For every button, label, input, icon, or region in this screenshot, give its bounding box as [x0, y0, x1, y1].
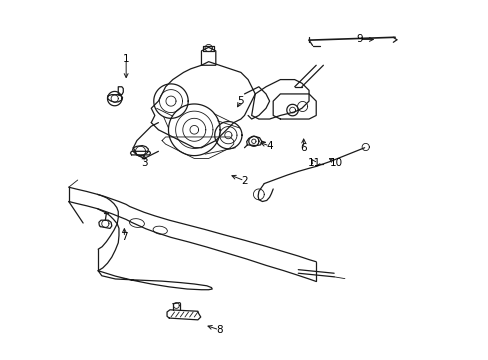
Text: 2: 2	[241, 176, 247, 186]
Text: 11: 11	[307, 158, 320, 168]
Text: 7: 7	[121, 232, 127, 242]
Text: 9: 9	[355, 35, 362, 44]
Text: 1: 1	[122, 54, 129, 64]
Text: 4: 4	[266, 141, 272, 151]
Text: 5: 5	[237, 96, 244, 106]
Text: 6: 6	[300, 143, 306, 153]
Text: 3: 3	[141, 158, 147, 168]
Text: 8: 8	[216, 325, 222, 335]
Text: 10: 10	[329, 158, 342, 168]
